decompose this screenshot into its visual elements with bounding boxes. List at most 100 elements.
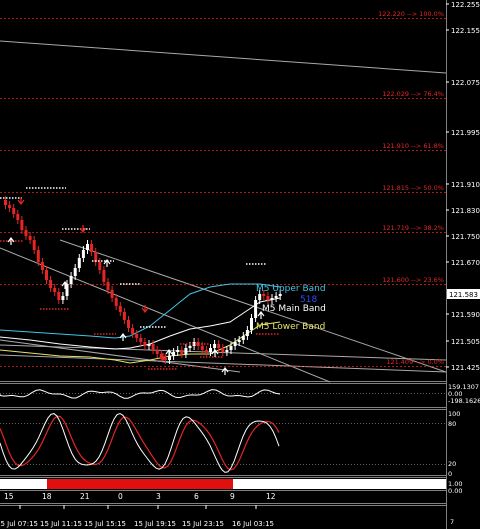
candle-body [24, 230, 28, 236]
fib-level-label: 122.220 --> 100.0% [378, 10, 444, 18]
candle-body [262, 294, 266, 296]
indicator2-tick-100: 100 [448, 410, 460, 418]
candle-body [213, 344, 217, 348]
main-band-label: M5 Main Band [262, 304, 326, 314]
candle-body [110, 290, 114, 298]
price-tick-label: 121.425 [451, 364, 480, 372]
session-active-range [47, 479, 233, 489]
time-axis-label: 15 Jul 19:15 [134, 520, 176, 528]
current-price-label: 121.583 [449, 291, 478, 299]
candle-body [188, 346, 192, 348]
fibonacci-levels[interactable]: 122.220 --> 100.0% 122.029 --> 76.4% 121.9… [0, 10, 446, 367]
price-tick-label: 121.995 [451, 129, 480, 137]
candle-body [122, 312, 126, 320]
candle-body [49, 280, 53, 288]
price-axis[interactable]: 122.255 122.155 122.075 121.995 121.910 121.8… [446, 1, 480, 372]
price-tick-label: 121.590 [451, 311, 480, 319]
candle-body [204, 350, 208, 352]
candle-body [180, 350, 184, 354]
candle-body [98, 262, 102, 270]
fib-level-label: 121.600 --> 23.6% [382, 276, 444, 284]
candle-body [94, 252, 98, 262]
candle-body [102, 270, 106, 282]
candle-body [200, 346, 204, 350]
level-markers [0, 187, 280, 370]
candle-body [127, 320, 130, 328]
indicator2-tick-20: 20 [448, 460, 456, 468]
candle-body [73, 268, 77, 276]
candle-body [28, 236, 32, 240]
band-value-marker: 518 [300, 295, 317, 305]
candle-body [237, 340, 241, 342]
candle-body [53, 288, 57, 292]
session-hour-label: 21 [80, 492, 90, 501]
signal-arrows [7, 197, 265, 375]
upper-band-line [0, 283, 281, 339]
candle-body [274, 296, 278, 298]
fib-level-label: 121.409 --> 0.0% [386, 358, 444, 366]
candle-body [8, 205, 12, 208]
candle-body [270, 298, 274, 300]
session-hour-label: 12 [266, 492, 276, 501]
candle-body [258, 294, 262, 300]
candle-body [12, 208, 16, 214]
up-arrow-icon [165, 349, 173, 357]
candle-body [81, 250, 85, 258]
session-hour-label: 0 [118, 492, 123, 501]
price-tick-label: 121.505 [451, 338, 480, 346]
candle-body [139, 338, 143, 342]
candle-body [61, 296, 65, 300]
candle-body [217, 344, 221, 348]
candle-body [168, 356, 171, 360]
fib-level-label: 121.719 --> 38.2% [382, 224, 444, 232]
session-hour-label: 18 [42, 492, 52, 501]
candle-body [16, 214, 20, 220]
up-arrow-icon [7, 237, 15, 245]
up-arrow-icon [119, 333, 127, 341]
candle-body [245, 330, 249, 336]
indicator2-tick-0: 0 [448, 470, 452, 478]
down-arrow-icon [141, 305, 149, 313]
candle-body [131, 328, 135, 334]
time-axis-label: 15 Jul 11:15 [40, 520, 82, 528]
candle-body [77, 258, 81, 268]
time-axis-label: 15 Jul 07:15 [0, 520, 38, 528]
up-arrow-icon [61, 281, 69, 289]
down-arrow-icon [79, 225, 87, 233]
indicator1-tick-zero: 0.00 [448, 390, 462, 398]
candle-body [163, 358, 167, 360]
indicator1-tick-high: 159.1307 [448, 383, 479, 391]
candle-body [172, 352, 176, 356]
candle-body [40, 262, 44, 270]
current-price-box [447, 289, 480, 299]
price-tick-label: 121.830 [451, 207, 480, 215]
candle-body [266, 296, 270, 300]
session-hour-label: 9 [230, 492, 235, 501]
fib-level-label: 121.815 --> 50.0% [382, 184, 444, 192]
candle-body [147, 344, 151, 346]
candle-body [106, 282, 110, 290]
candle-body [135, 334, 139, 338]
candle-body [151, 344, 155, 350]
indicator2-tick-80: 80 [448, 420, 456, 428]
time-axis[interactable]: 15 Jul 07:15 15 Jul 11:15 15 Jul 15:15 15 J… [0, 505, 274, 528]
down-arrow-icon [17, 197, 25, 205]
time-axis-right-label: 7 [450, 518, 454, 526]
time-axis-label: 15 Jul 23:15 [182, 520, 224, 528]
candle-body [118, 306, 122, 312]
trendlines[interactable] [0, 40, 447, 383]
price-tick-label: 122.155 [451, 27, 480, 35]
candle-body [176, 350, 180, 352]
candle-body [155, 350, 159, 354]
candle-body [45, 270, 48, 280]
session-tick-low: 0.00 [448, 487, 462, 495]
candle-body [86, 244, 89, 250]
candle-body [143, 342, 147, 346]
price-tick-label: 121.750 [451, 233, 480, 241]
candle-body [229, 346, 233, 350]
session-hour-label: 6 [194, 492, 199, 501]
fib-level-label: 122.029 --> 76.4% [382, 90, 444, 98]
panel-frames [0, 0, 447, 529]
